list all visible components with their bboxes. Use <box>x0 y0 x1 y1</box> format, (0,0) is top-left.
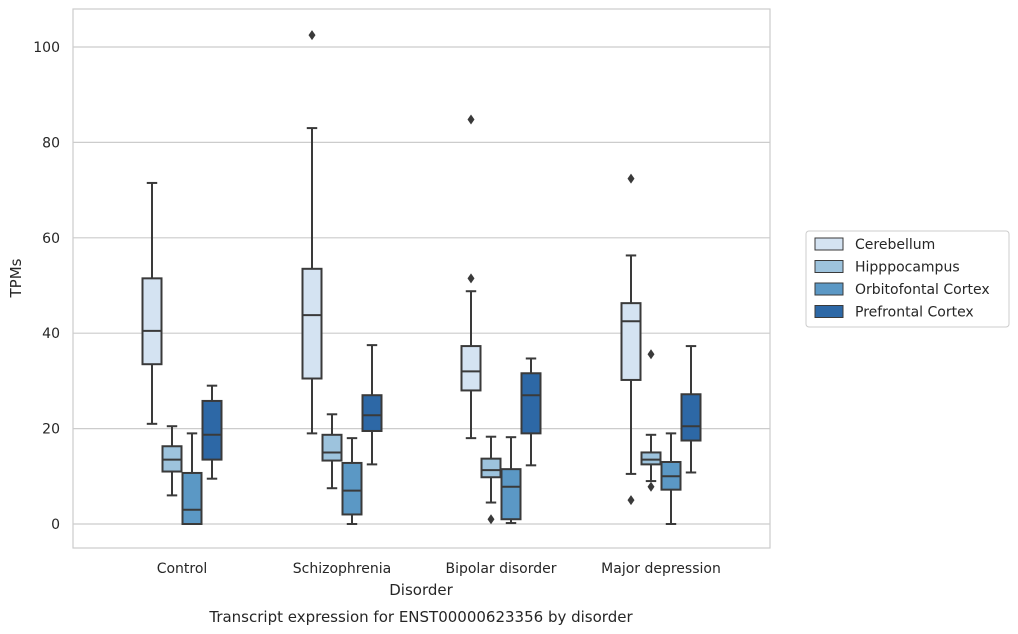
y-tick-label: 0 <box>51 517 60 533</box>
box <box>520 357 542 467</box>
outlier-point <box>308 30 316 41</box>
box-rect <box>201 399 223 461</box>
box <box>500 436 522 525</box>
box <box>341 437 363 525</box>
outlier-point <box>647 481 655 492</box>
box <box>460 114 482 440</box>
y-axis-label: TPMs <box>7 258 25 298</box>
y-tick-label: 100 <box>33 40 60 56</box>
box-rect <box>181 471 203 525</box>
outlier-point <box>627 173 635 184</box>
box <box>680 345 702 474</box>
outlier-point <box>467 273 475 284</box>
legend-label: Cerebellum <box>855 237 935 253</box>
box-rect <box>640 451 662 466</box>
box-rect <box>321 433 343 462</box>
legend-label: Hipppocampus <box>855 260 960 276</box>
box <box>201 384 223 480</box>
legend-swatch <box>814 305 844 318</box>
outlier-point <box>467 114 475 125</box>
plot-area-frame <box>72 8 771 549</box>
series-2 <box>181 432 682 525</box>
legend-swatch <box>814 237 844 251</box>
chart-caption: Transcript expression for ENST0000062335… <box>208 608 633 626</box>
box-rect <box>520 372 542 435</box>
x-tick-label: Schizophrenia <box>293 561 391 577</box>
box-rect <box>460 345 482 392</box>
series-0 <box>141 30 642 506</box>
box-rect <box>480 457 502 479</box>
legend-swatch <box>814 260 844 273</box>
box-rect <box>680 393 702 442</box>
y-tick-label: 20 <box>42 422 60 438</box>
box-rect <box>500 468 522 521</box>
series-3 <box>201 344 702 480</box>
box-rect <box>620 302 642 381</box>
x-axis-label: Disorder <box>389 581 453 599</box>
outlier-point <box>627 495 635 506</box>
outlier-point <box>487 514 495 525</box>
x-tick-label: Major depression <box>601 561 721 577</box>
legend-swatch <box>814 282 844 296</box>
box <box>301 30 323 435</box>
legend-label: Prefrontal Cortex <box>855 305 974 321</box>
legend-label: Orbitofontal Cortex <box>855 282 990 298</box>
box <box>161 425 183 497</box>
legend: Cerebellum Hipppocampus Orbitofontal Corte… <box>805 230 1010 328</box>
legend-frame <box>805 230 1010 328</box>
box <box>321 413 343 490</box>
box <box>660 432 682 525</box>
x-tick-label: Bipolar disorder <box>445 561 556 577</box>
y-tick-label: 80 <box>42 135 60 151</box>
grid-lines <box>73 46 770 525</box>
outlier-point <box>647 349 655 360</box>
box <box>361 344 383 466</box>
y-tick-label: 60 <box>42 231 60 247</box>
x-tick-label: Control <box>157 561 208 577</box>
box <box>141 181 163 425</box>
y-axis-ticks: 0 20 40 60 80 100 <box>33 40 60 533</box>
box <box>640 349 662 492</box>
box-rect <box>301 267 323 380</box>
y-tick-label: 40 <box>42 326 60 342</box>
box-series <box>141 30 702 525</box>
box-rect <box>361 394 383 432</box>
box <box>181 432 203 525</box>
box-rect <box>341 461 363 516</box>
box <box>620 173 642 506</box>
x-axis-ticks: Control Schizophrenia Bipolar disorder Majo… <box>157 561 721 577</box>
box-rect <box>141 277 163 366</box>
series-1 <box>161 349 662 525</box>
box <box>480 435 502 525</box>
